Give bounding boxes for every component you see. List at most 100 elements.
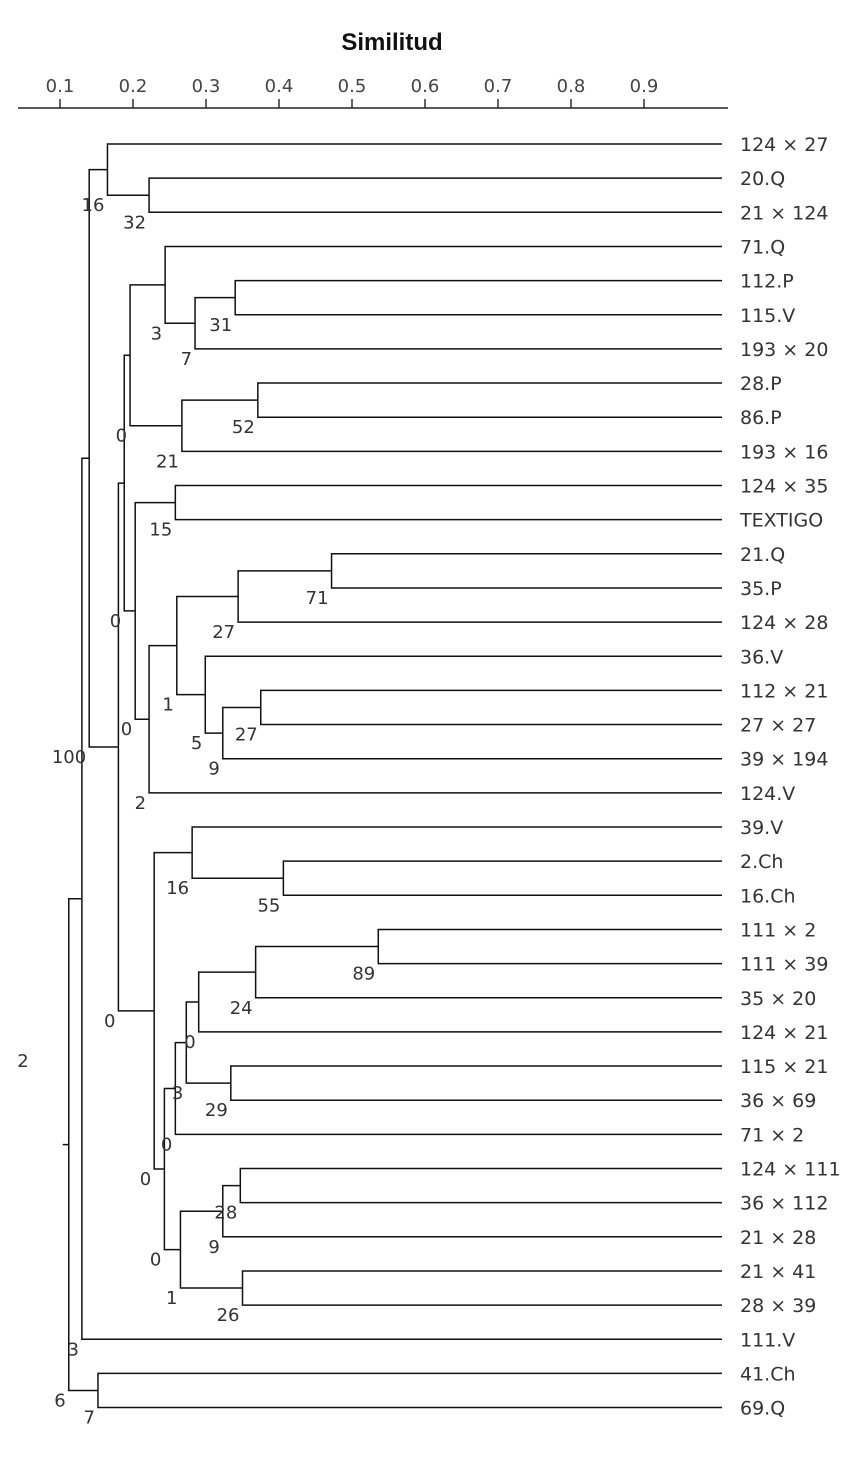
support-label: 31	[209, 315, 232, 336]
support-label: 1	[166, 1288, 177, 1309]
leaf-label: 124 × 21	[740, 1022, 828, 1044]
branch	[148, 644, 722, 794]
branch	[174, 1041, 722, 1136]
branch	[191, 826, 722, 879]
branch	[68, 898, 98, 1392]
branch	[88, 168, 119, 748]
leaf-label: 111 × 39	[740, 954, 828, 976]
support-label: 100	[52, 747, 86, 768]
leaf-label: 115 × 21	[740, 1056, 828, 1078]
leaf-label: 21 × 41	[740, 1261, 816, 1283]
leaf-label: 28.P	[740, 373, 782, 395]
support-label: 6	[54, 1390, 65, 1411]
support-label: 3	[67, 1339, 78, 1360]
support-label: 24	[230, 998, 253, 1019]
branch	[106, 143, 722, 196]
branch	[377, 928, 722, 965]
branch	[234, 279, 722, 316]
branch	[222, 1184, 722, 1238]
x-tick-label: 0.3	[192, 76, 221, 97]
branch	[176, 595, 239, 696]
support-label: 15	[149, 520, 172, 541]
leaf-label: 124.V	[740, 783, 795, 805]
leaf-label: 16.Ch	[740, 885, 796, 907]
leaf-label: 21 × 28	[740, 1227, 816, 1249]
x-tick-label: 0.7	[484, 76, 513, 97]
x-tick-label: 0.4	[265, 76, 294, 97]
support-label: 1	[162, 695, 173, 716]
branch	[330, 553, 722, 589]
branch	[194, 296, 722, 350]
leaf-label: 124 × 28	[740, 612, 828, 634]
leaf-label: 36 × 69	[740, 1090, 816, 1112]
leaf-label: 39 × 194	[740, 749, 828, 771]
support-label: 3	[172, 1083, 183, 1104]
branch	[222, 706, 722, 760]
branch	[97, 1372, 722, 1409]
support-label: 52	[232, 417, 255, 438]
support-label: 21	[156, 451, 179, 472]
support-values: 3216317352210157127279512005516892402930…	[17, 195, 375, 1428]
branch	[230, 1065, 722, 1101]
leaf-label: 112 × 21	[740, 680, 828, 702]
leaf-labels: 124 × 27 20.Q 21 × 124 71.Q 112.P 115.V 193 × …	[739, 134, 841, 1420]
leaf-label: 35.P	[740, 578, 782, 600]
support-label: 9	[208, 759, 219, 780]
leaf-label: 28 × 39	[740, 1295, 816, 1317]
branch	[164, 245, 722, 325]
support-label: 0	[161, 1134, 172, 1155]
x-tick-label: 0.2	[119, 76, 148, 97]
leaf-label: 111 × 2	[740, 919, 816, 941]
support-label: 5	[191, 733, 202, 754]
leaf-label: 39.V	[740, 817, 783, 839]
leaf-label: 111.V	[740, 1329, 795, 1351]
branch	[174, 484, 722, 521]
leaf-label: 21 × 124	[740, 202, 828, 224]
branch	[254, 945, 722, 999]
leaf-label: 69.Q	[740, 1398, 785, 1420]
leaf-label: 71.Q	[740, 236, 785, 258]
branch	[257, 382, 722, 418]
leaf-label: TEXTIGO	[739, 510, 823, 532]
x-axis-ticks: 0.1 0.2 0.3 0.4 0.5 0.6 0.7 0.8 0.9	[46, 76, 658, 108]
support-label: 26	[217, 1305, 240, 1326]
branch	[260, 689, 722, 726]
leaf-label: 41.Ch	[740, 1363, 796, 1385]
leaf-label: 2.Ch	[740, 851, 783, 873]
support-label: 0	[121, 719, 132, 740]
support-label: 27	[212, 622, 235, 643]
leaf-label: 20.Q	[740, 168, 785, 190]
dendrogram-branches	[62, 143, 722, 1409]
leaf-label: 36 × 112	[740, 1193, 828, 1215]
support-label: 16	[166, 878, 189, 899]
leaf-label: 27 × 27	[740, 715, 816, 737]
leaf-label: 112.P	[740, 271, 794, 293]
branch	[163, 1087, 181, 1251]
support-label: 3	[151, 323, 162, 344]
support-label: 0	[140, 1169, 151, 1190]
leaf-label: 124 × 27	[740, 134, 828, 156]
support-label: 0	[184, 1032, 195, 1053]
branch	[181, 399, 722, 453]
branch	[129, 284, 182, 427]
leaf-label: 36.V	[740, 646, 783, 668]
x-tick-label: 0.6	[411, 76, 440, 97]
support-label: 7	[84, 1408, 95, 1429]
root-support-label: 2	[17, 1051, 28, 1072]
branch	[239, 1167, 722, 1204]
support-label: 89	[352, 964, 375, 985]
support-label: 71	[306, 588, 329, 609]
leaf-label: 86.P	[740, 407, 782, 429]
leaf-label: 124 × 111	[740, 1159, 841, 1181]
x-tick-label: 0.5	[338, 76, 367, 97]
leaf-label: 35 × 20	[740, 988, 816, 1010]
leaf-label: 193 × 20	[740, 339, 828, 361]
branch	[197, 971, 722, 1033]
branch	[282, 860, 722, 897]
leaf-label: 193 × 16	[740, 441, 828, 463]
branch	[204, 655, 722, 734]
leaf-label: 71 × 2	[740, 1124, 804, 1146]
branch	[241, 1270, 722, 1306]
support-label: 0	[150, 1250, 161, 1271]
